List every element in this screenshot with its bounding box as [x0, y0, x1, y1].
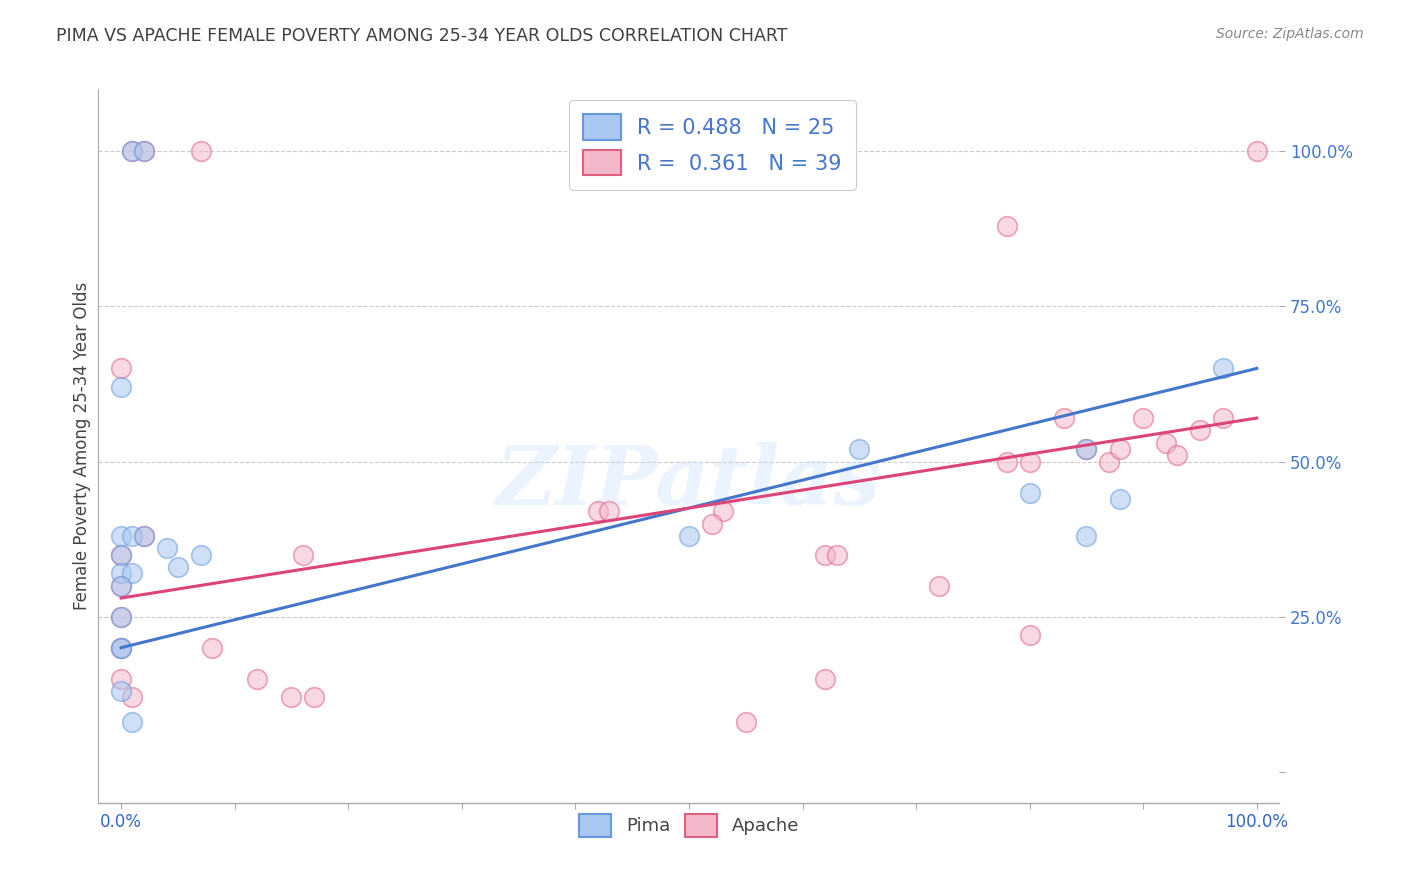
Point — [121, 566, 143, 581]
Point — [1109, 442, 1132, 456]
Point — [814, 672, 837, 686]
Point — [110, 640, 132, 655]
Point — [995, 454, 1018, 468]
Point — [814, 548, 837, 562]
Point — [848, 442, 870, 456]
Y-axis label: Female Poverty Among 25-34 Year Olds: Female Poverty Among 25-34 Year Olds — [73, 282, 91, 610]
Point — [1076, 529, 1098, 543]
Point — [711, 504, 734, 518]
Point — [121, 690, 143, 705]
Point — [110, 380, 132, 394]
Point — [155, 541, 177, 556]
Text: Source: ZipAtlas.com: Source: ZipAtlas.com — [1216, 27, 1364, 41]
Point — [110, 609, 132, 624]
Point — [1018, 485, 1040, 500]
Point — [121, 715, 143, 730]
Point — [190, 548, 212, 562]
Point — [1109, 491, 1132, 506]
Point — [995, 219, 1018, 233]
Point — [825, 548, 848, 562]
Point — [110, 361, 132, 376]
Point — [1166, 448, 1188, 462]
Point — [678, 529, 700, 543]
Point — [246, 672, 269, 686]
Point — [132, 529, 155, 543]
Point — [110, 684, 132, 698]
Point — [110, 640, 132, 655]
Point — [121, 145, 143, 159]
Point — [110, 548, 132, 562]
Point — [201, 640, 224, 655]
Point — [928, 579, 950, 593]
Point — [1076, 442, 1098, 456]
Point — [110, 548, 132, 562]
Point — [1188, 424, 1211, 438]
Point — [110, 566, 132, 581]
Point — [1154, 436, 1177, 450]
Point — [110, 640, 132, 655]
Point — [110, 609, 132, 624]
Text: ZIPatlas: ZIPatlas — [496, 442, 882, 522]
Point — [121, 145, 143, 159]
Point — [132, 145, 155, 159]
Point — [110, 579, 132, 593]
Point — [1212, 411, 1234, 425]
Point — [167, 560, 190, 574]
Point — [1212, 361, 1234, 376]
Point — [121, 529, 143, 543]
Point — [734, 715, 756, 730]
Point — [132, 145, 155, 159]
Point — [302, 690, 325, 705]
Point — [291, 548, 314, 562]
Point — [1132, 411, 1154, 425]
Point — [1053, 411, 1076, 425]
Point — [1098, 454, 1121, 468]
Point — [110, 672, 132, 686]
Point — [586, 504, 609, 518]
Point — [1018, 454, 1040, 468]
Point — [110, 579, 132, 593]
Point — [190, 145, 212, 159]
Point — [132, 529, 155, 543]
Point — [1018, 628, 1040, 642]
Point — [598, 504, 620, 518]
Legend: Pima, Apache: Pima, Apache — [572, 807, 806, 844]
Point — [110, 529, 132, 543]
Point — [1246, 145, 1268, 159]
Point — [280, 690, 302, 705]
Text: PIMA VS APACHE FEMALE POVERTY AMONG 25-34 YEAR OLDS CORRELATION CHART: PIMA VS APACHE FEMALE POVERTY AMONG 25-3… — [56, 27, 787, 45]
Point — [700, 516, 723, 531]
Point — [1076, 442, 1098, 456]
